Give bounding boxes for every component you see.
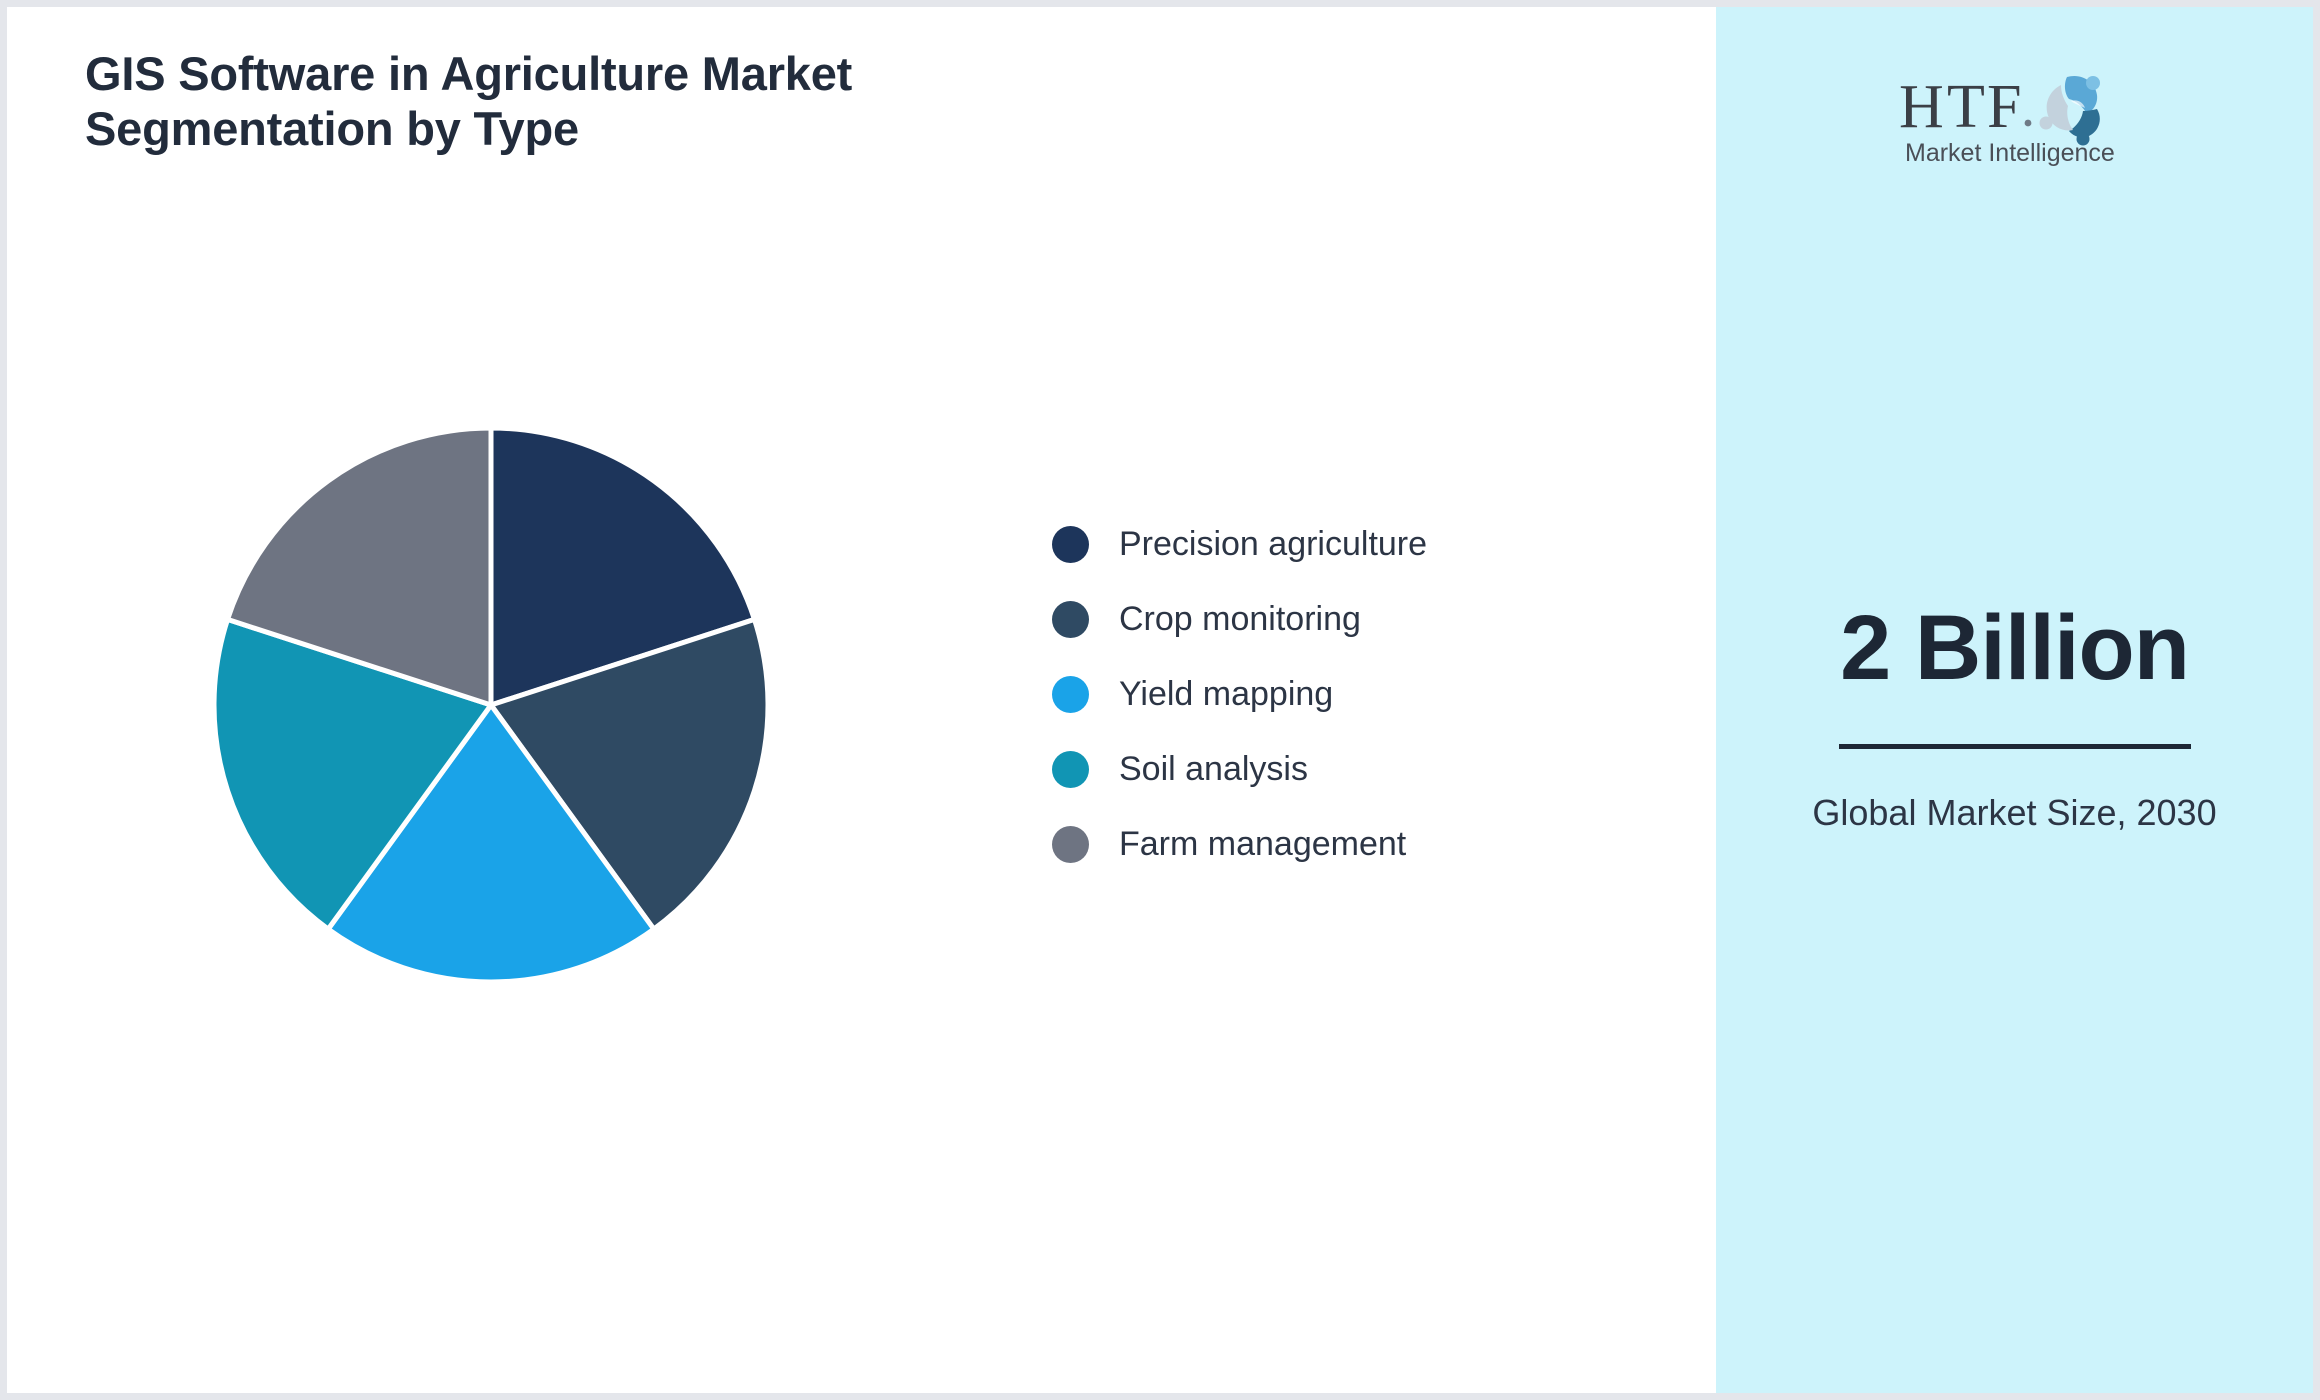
stat-block: 2 Billion Global Market Size, 2030 [1780, 602, 2250, 838]
stat-value: 2 Billion [1840, 597, 2190, 699]
circle-swatch-icon [1052, 751, 1089, 788]
chart-legend: Precision agriculture Crop monitoring Yi… [1052, 522, 1427, 867]
circle-swatch-icon [1052, 676, 1089, 713]
legend-label: Soil analysis [1119, 750, 1308, 788]
htf-people-circle-logo-icon: H T F Mark [1899, 73, 2115, 167]
legend-item-crop-monitoring[interactable]: Crop monitoring [1052, 597, 1427, 642]
svg-text:F: F [1987, 73, 2022, 141]
legend-item-farm-management[interactable]: Farm management [1052, 822, 1427, 867]
pie-slice[interactable] [325, 702, 657, 983]
legend-item-precision-agriculture[interactable]: Precision agriculture [1052, 522, 1427, 567]
legend-label: Farm management [1119, 825, 1407, 863]
svg-text:Market Intelligence: Market Intelligence [1905, 139, 2115, 167]
pie-chart-svg [213, 427, 769, 983]
pie-slice[interactable] [488, 616, 769, 932]
pie-slice[interactable] [488, 427, 757, 708]
stat-divider [1838, 744, 2191, 749]
svg-text:H: H [1899, 73, 1945, 141]
pie-chart [213, 427, 769, 983]
legend-label: Crop monitoring [1119, 600, 1361, 638]
stat-caption: Global Market Size, 2030 [1812, 792, 2217, 833]
legend-item-soil-analysis[interactable]: Soil analysis [1052, 747, 1427, 792]
legend-item-yield-mapping[interactable]: Yield mapping [1052, 672, 1427, 717]
pie-slice[interactable] [213, 616, 494, 932]
pie-slice[interactable] [225, 427, 494, 708]
stat-panel: H T F Mark [1716, 7, 2313, 1393]
page-title: GIS Software in Agriculture Market Segme… [85, 47, 853, 155]
svg-text:T: T [1947, 73, 1986, 141]
circle-swatch-icon [1052, 526, 1089, 563]
legend-label: Yield mapping [1119, 675, 1334, 713]
circle-swatch-icon [1052, 826, 1089, 863]
circle-swatch-icon [1052, 601, 1089, 638]
htf-market-intelligence-logo: H T F Mark [1885, 55, 2145, 173]
main-panel: GIS Software in Agriculture Market Segme… [7, 7, 1716, 1393]
legend-label: Precision agriculture [1119, 525, 1428, 563]
